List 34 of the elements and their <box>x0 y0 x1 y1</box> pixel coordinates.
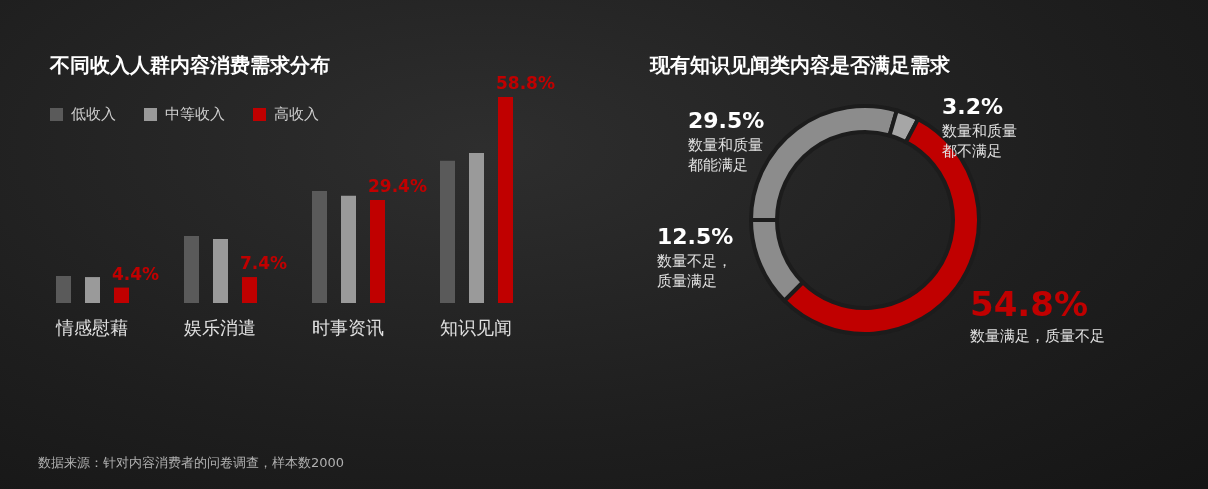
data-label: 58.8% <box>496 73 555 93</box>
data-label: 12.5% <box>657 224 734 249</box>
bar <box>370 200 385 303</box>
bar <box>498 97 513 303</box>
x-tick-label: 时事资讯 <box>312 316 384 338</box>
chart-title: 现有知识见闻类内容是否满足需求 <box>650 52 950 79</box>
data-label: 7.4% <box>240 253 288 274</box>
bar <box>56 276 71 303</box>
data-label: 4.4% <box>112 263 160 284</box>
bar <box>341 195 356 303</box>
source-note: 数据来源：针对内容消费者的问卷调查，样本数2000 <box>38 454 345 472</box>
slice-label: 数量和质量都能满足 <box>688 135 764 175</box>
bar <box>85 277 100 303</box>
legend-label: 中等收入 <box>165 105 225 124</box>
bar <box>440 160 455 303</box>
bar <box>213 238 228 303</box>
x-tick-label: 娱乐消遣 <box>184 316 256 338</box>
bar <box>184 236 199 303</box>
data-label: 3.2% <box>942 94 1004 119</box>
slice-label: 数量满足，质量不足 <box>970 326 1105 346</box>
x-tick-label: 知识见闻 <box>440 316 512 338</box>
chart-title: 不同收入人群内容消费需求分布 <box>50 52 330 79</box>
bar <box>312 190 327 303</box>
data-label: 29.4% <box>368 176 427 196</box>
x-tick-label: 情感慰藉 <box>55 316 128 338</box>
legend-label: 高收入 <box>274 105 319 124</box>
bar <box>242 277 257 303</box>
data-label: 29.5% <box>688 108 765 133</box>
data-label: 54.8% <box>970 284 1089 324</box>
bar <box>114 287 129 303</box>
bar <box>469 153 484 303</box>
slice-label: 数量不足，质量满足 <box>657 251 733 291</box>
slice-label: 数量和质量都不满足 <box>942 121 1017 161</box>
legend-label: 低收入 <box>71 105 116 124</box>
